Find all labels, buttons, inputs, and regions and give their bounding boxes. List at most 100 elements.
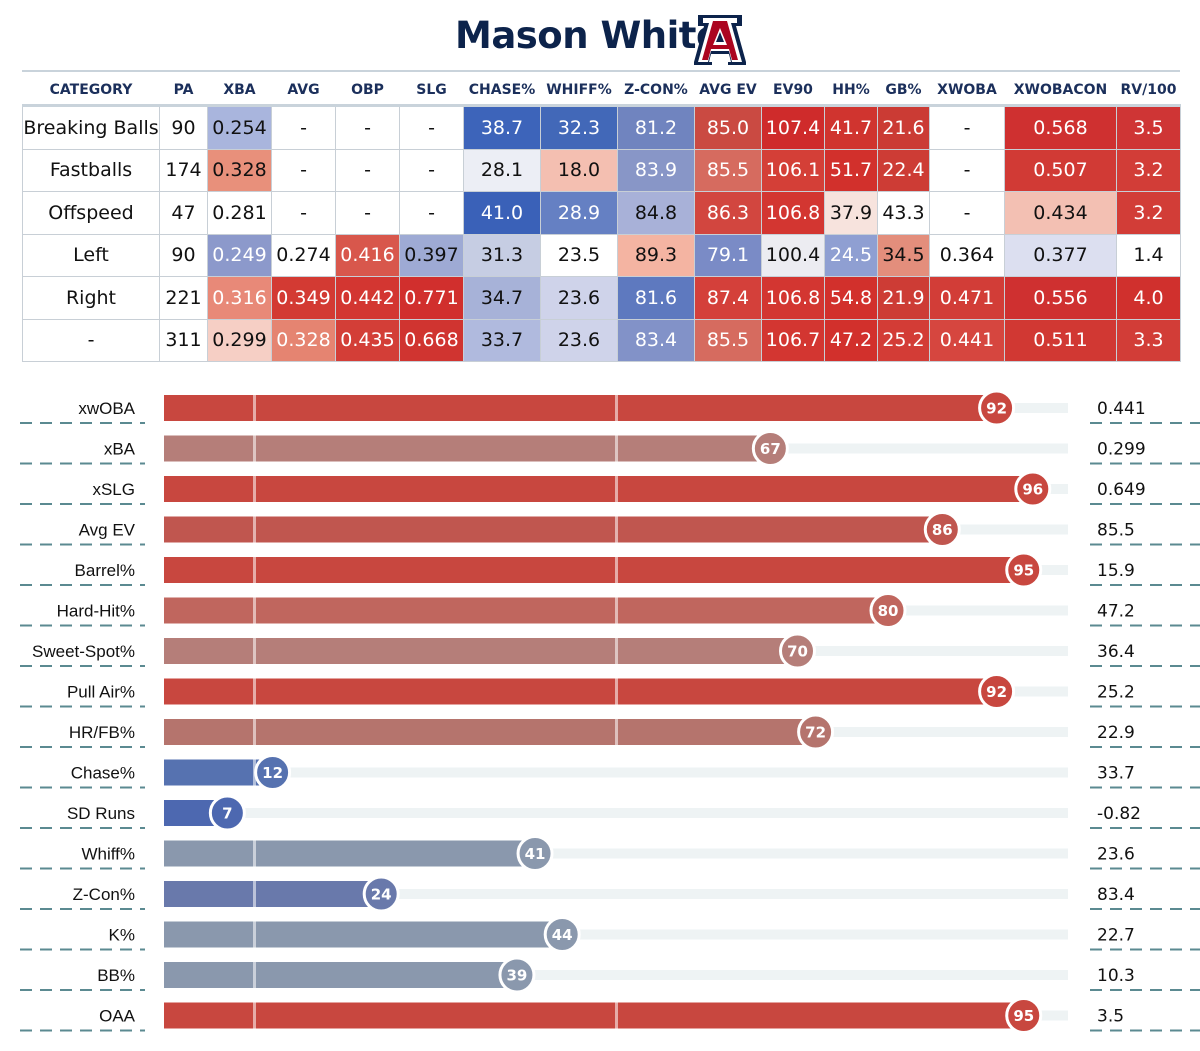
percentile-value: 41 xyxy=(525,845,546,863)
percentile-value: 67 xyxy=(760,440,781,458)
column-header[interactable]: AVG EV xyxy=(694,76,762,107)
bar-track xyxy=(164,767,1068,778)
percentile-badge xyxy=(978,389,1016,427)
table-cell: 18.0 xyxy=(540,148,618,192)
bar xyxy=(164,516,943,543)
stat-value: 83.4 xyxy=(1097,885,1135,905)
row-category: Offspeed xyxy=(22,191,160,235)
percentile-badge xyxy=(498,956,536,994)
table-cell: 85.5 xyxy=(694,318,762,362)
table-cell: 3.3 xyxy=(1116,318,1181,362)
bar xyxy=(164,638,798,664)
university-logo xyxy=(694,15,746,65)
page-title: Mason White xyxy=(455,14,721,57)
table-cell: 0.397 xyxy=(399,233,464,277)
column-header[interactable]: XWOBA xyxy=(929,76,1005,107)
table-cell: 86.3 xyxy=(694,191,762,235)
bar xyxy=(164,840,536,867)
stat-value: 47.2 xyxy=(1097,602,1135,622)
column-header[interactable]: HH% xyxy=(824,76,878,107)
table-cell: 0.416 xyxy=(335,233,400,277)
table-cell: 22.4 xyxy=(877,148,930,192)
table-cell: 0.274 xyxy=(271,233,336,277)
column-header[interactable]: XWOBACON xyxy=(1004,76,1117,107)
column-header[interactable]: AVG xyxy=(271,76,336,107)
percentile-value: 24 xyxy=(371,886,392,904)
table-cell: 89.3 xyxy=(617,233,695,277)
percentile-badge xyxy=(1014,470,1052,508)
table-cell: 21.9 xyxy=(877,276,930,320)
stat-value: 10.3 xyxy=(1097,966,1135,986)
column-header[interactable]: XBA xyxy=(207,76,272,107)
table-cell: 0.435 xyxy=(335,318,400,362)
header: Mason White xyxy=(0,0,1200,72)
table-cell: 106.8 xyxy=(761,191,825,235)
column-header[interactable]: WHIFF% xyxy=(540,76,618,107)
percentile-badge xyxy=(362,875,400,913)
metric-label: K% xyxy=(109,926,135,945)
table-header-row: CATEGORY PA XBA AVG OBP SLG CHASE% WHIFF% Z-CON%… xyxy=(22,76,1181,107)
percentile-value: 96 xyxy=(1022,481,1043,499)
table-cell: 0.299 xyxy=(207,318,272,362)
table-cell: 23.6 xyxy=(540,276,618,320)
stat-value: 22.7 xyxy=(1097,926,1135,946)
percentile-badge xyxy=(543,916,581,953)
metric-label: xSLG xyxy=(92,480,135,499)
table-cell: 0.771 xyxy=(399,276,464,320)
table-cell: 0.442 xyxy=(335,276,400,320)
metric-label: Sweet-Spot% xyxy=(32,642,135,661)
stat-value: 0.649 xyxy=(1097,480,1146,500)
table-cell: - xyxy=(271,148,336,192)
percentile-value: 39 xyxy=(507,967,528,985)
bar-track xyxy=(164,889,1068,899)
stat-value: 0.441 xyxy=(1097,399,1146,419)
table-cell: 21.6 xyxy=(877,105,930,150)
percentile-badge xyxy=(516,835,554,872)
metric-label: SD Runs xyxy=(67,804,135,823)
table-cell: - xyxy=(929,148,1005,192)
column-header[interactable]: PA xyxy=(159,76,208,107)
column-header[interactable]: OBP xyxy=(335,76,400,107)
table-cell: 174 xyxy=(159,148,208,192)
bar xyxy=(164,476,1033,502)
table-cell: 28.1 xyxy=(463,148,541,192)
column-header[interactable]: Z-CON% xyxy=(617,76,695,107)
table-cell: 41.0 xyxy=(463,191,541,235)
table-cell: - xyxy=(929,105,1005,150)
percentile-value: 86 xyxy=(932,521,953,539)
percentile-badge xyxy=(208,794,246,832)
table-cell: 32.3 xyxy=(540,105,618,150)
table-cell: - xyxy=(335,148,400,192)
table-cell: 0.568 xyxy=(1004,105,1117,150)
table-cell: 0.434 xyxy=(1004,191,1117,235)
table-cell: 106.7 xyxy=(761,318,825,362)
table-cell: 4.0 xyxy=(1116,276,1181,320)
column-header[interactable]: GB% xyxy=(877,76,930,107)
table-cell: - xyxy=(399,148,464,192)
column-header[interactable]: CATEGORY xyxy=(22,76,160,107)
table-cell: - xyxy=(271,105,336,150)
column-header[interactable]: SLG xyxy=(399,76,464,107)
column-header[interactable]: CHASE% xyxy=(463,76,541,107)
stat-value: 0.299 xyxy=(1097,440,1146,460)
table-cell: 81.6 xyxy=(617,276,695,320)
table-cell: 0.364 xyxy=(929,233,1005,277)
percentile-value: 92 xyxy=(986,400,1007,418)
column-header[interactable]: RV/100 xyxy=(1116,76,1181,107)
table-cell: 100.4 xyxy=(761,233,825,277)
bar xyxy=(164,597,888,624)
percentile-value: 44 xyxy=(552,926,573,944)
table-cell: 0.511 xyxy=(1004,318,1117,362)
bar xyxy=(164,921,563,948)
stat-value: 85.5 xyxy=(1097,521,1135,541)
bar xyxy=(164,395,997,421)
table-cell: 3.5 xyxy=(1116,105,1181,150)
column-header[interactable]: EV90 xyxy=(761,76,825,107)
row-category: Breaking Balls xyxy=(22,105,160,150)
table-cell: 24.5 xyxy=(824,233,878,277)
table-cell: 3.2 xyxy=(1116,148,1181,192)
table-cell: 23.6 xyxy=(540,318,618,362)
bar-track xyxy=(164,929,1068,940)
table-cell: 0.328 xyxy=(207,148,272,192)
title-divider xyxy=(22,70,1180,72)
